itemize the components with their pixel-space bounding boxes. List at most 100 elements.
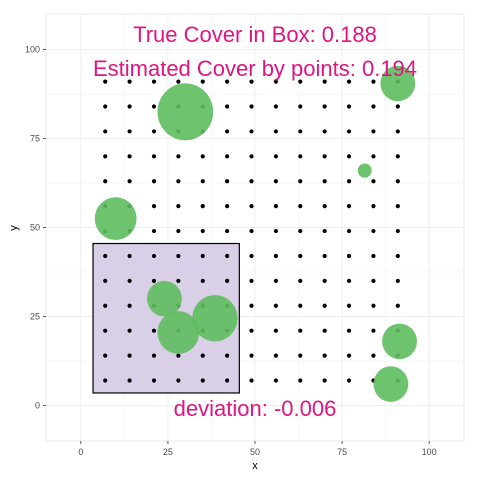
sample-point [151, 378, 157, 383]
sample-point [371, 303, 376, 308]
sample-point [322, 179, 327, 184]
sample-point [273, 204, 278, 209]
sample-point [249, 378, 254, 383]
sample-point [395, 129, 400, 134]
cover-circle [94, 197, 137, 240]
sample-point [200, 204, 205, 209]
sample-point [346, 104, 352, 109]
sample-point [346, 154, 352, 159]
sample-point [225, 353, 230, 358]
sample-point [151, 278, 157, 283]
sample-point [273, 129, 278, 134]
sample-point [225, 278, 230, 283]
sample-point [151, 154, 157, 159]
sample-point [395, 204, 400, 209]
sample-point [249, 129, 254, 134]
sample-point [103, 353, 108, 358]
cover-circle [157, 311, 200, 354]
sample-point [273, 278, 278, 283]
sample-point [176, 154, 181, 159]
cover-circles [94, 65, 417, 402]
sample-point [395, 253, 400, 259]
sample-point [346, 328, 352, 333]
sample-point [176, 179, 181, 184]
x-axis-title: x [252, 460, 258, 472]
sample-point [322, 104, 327, 109]
sample-point [298, 129, 303, 134]
sample-point [371, 154, 376, 159]
sample-point [225, 204, 230, 209]
cover-circle [157, 83, 214, 141]
sample-point [371, 353, 376, 358]
sample-point [127, 154, 132, 159]
sample-point [176, 79, 181, 84]
sample-point [273, 179, 278, 184]
sample-point [346, 179, 352, 184]
sample-point [322, 303, 327, 308]
sample-point [298, 378, 303, 383]
cover-circle [373, 366, 409, 402]
sample-point [273, 79, 278, 84]
sample-point [298, 253, 303, 259]
sample-point [273, 228, 278, 234]
sample-point [273, 303, 278, 308]
sample-point [395, 228, 400, 234]
sample-point [127, 378, 132, 383]
sample-point [371, 104, 376, 109]
sample-point [298, 104, 303, 109]
sample-point [346, 228, 352, 234]
sample-point [225, 179, 230, 184]
sample-point [249, 278, 254, 283]
x-tick-label: 75 [337, 447, 347, 457]
sample-point [249, 303, 254, 308]
sample-point [151, 328, 157, 333]
sample-point [371, 278, 376, 283]
sample-point [395, 179, 400, 184]
deviation-annotation: deviation: -0.006 [174, 396, 337, 421]
sample-point [249, 253, 254, 259]
sample-point [273, 253, 278, 259]
sample-point [176, 378, 181, 383]
sample-point [200, 228, 205, 234]
sample-point [103, 179, 108, 184]
sample-point [298, 228, 303, 234]
sample-point [200, 179, 205, 184]
sample-point [249, 353, 254, 358]
sample-point [151, 104, 157, 109]
sample-point [200, 353, 205, 358]
y-tick-label: 25 [30, 311, 40, 321]
sample-point [103, 129, 108, 134]
sample-point [322, 278, 327, 283]
y-tick-label: 75 [30, 134, 40, 144]
sample-point [322, 228, 327, 234]
sample-point [249, 154, 254, 159]
sample-point [371, 204, 376, 209]
sample-point [371, 328, 376, 333]
sample-point [273, 353, 278, 358]
sample-point [371, 228, 376, 234]
y-axis-ticks: 0 25 50 75 100 [25, 45, 46, 410]
sample-point [200, 154, 205, 159]
sample-point [225, 253, 230, 259]
sample-point [225, 228, 230, 234]
sample-point [176, 204, 181, 209]
sample-point [346, 79, 352, 84]
major-grid [46, 14, 464, 441]
sample-point [249, 179, 254, 184]
y-axis-title: y [8, 225, 20, 231]
sample-point [273, 378, 278, 383]
sample-point [103, 328, 108, 333]
sample-point [249, 104, 254, 109]
sample-point [176, 353, 181, 358]
sample-point [151, 129, 157, 134]
sample-point [127, 79, 132, 84]
sample-point [103, 79, 108, 84]
sample-point [127, 253, 132, 259]
cover-circle [147, 280, 182, 317]
sample-point [395, 104, 400, 109]
sample-point [225, 79, 230, 84]
sample-point [225, 378, 230, 383]
sample-point [176, 228, 181, 234]
sample-point [298, 328, 303, 333]
